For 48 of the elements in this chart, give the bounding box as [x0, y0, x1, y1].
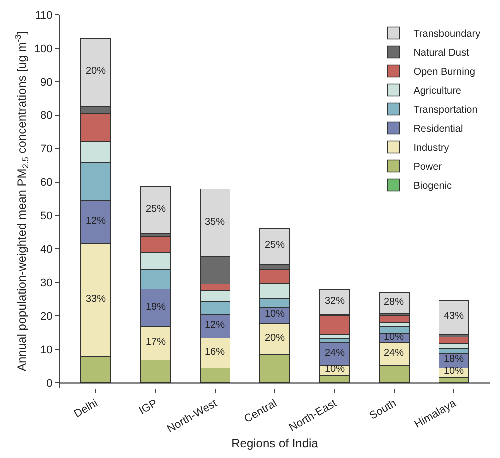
y-tick-label: 60 — [40, 177, 53, 190]
annotation: 35% — [205, 217, 226, 228]
legend-label: Residential — [414, 124, 464, 136]
annotation: 20% — [86, 66, 106, 77]
y-tick-label: 20 — [40, 310, 53, 323]
y-tick-label: 110 — [35, 10, 53, 22]
legend-label: Industry — [414, 143, 450, 154]
annotation: 43% — [444, 311, 464, 322]
annotation: 12% — [86, 216, 106, 227]
annotation: 28% — [384, 297, 404, 308]
annotation: 17% — [146, 337, 166, 348]
x-tick-label: Delhi — [72, 398, 100, 421]
annotation: 25% — [146, 204, 166, 215]
legend-label: Transboundary — [414, 29, 481, 40]
annotation: 10% — [265, 309, 286, 320]
annotation: 19% — [146, 302, 166, 313]
annotation: 24% — [325, 348, 346, 359]
y-tick-label: 70 — [40, 144, 53, 156]
y-tick-label: 40 — [40, 244, 53, 256]
annotation: 33% — [86, 294, 106, 305]
x-tick-label: IGP — [137, 398, 160, 418]
legend-label: Agriculture — [414, 86, 462, 98]
annotation: 10% — [444, 366, 464, 377]
x-axis-title: Regions of India — [232, 436, 319, 450]
bar — [140, 186, 171, 235]
legend-label: Transportation — [414, 105, 478, 116]
annotation: 10% — [384, 332, 404, 343]
annotation: 32% — [325, 296, 346, 307]
annotation: 16% — [205, 347, 226, 358]
legend-label: Open Burning — [414, 67, 476, 78]
y-tick-label: 80 — [40, 110, 53, 122]
annotation: 12% — [205, 320, 226, 331]
x-tick-label: South — [368, 398, 399, 422]
y-tick-label: 0 — [46, 378, 53, 390]
annotation: 25% — [265, 240, 286, 251]
bar — [438, 300, 470, 336]
legend-label: Power — [414, 162, 443, 174]
y-tick-label: 100 — [34, 43, 53, 56]
annotation: 10% — [325, 364, 346, 375]
annotation: 20% — [265, 333, 286, 344]
legend-label: Biogenic — [414, 181, 452, 192]
legend-label: Natural Dust — [414, 48, 470, 60]
y-tick-label: 50 — [40, 210, 53, 223]
y-tick-label: 10 — [40, 344, 53, 356]
annotation: 18% — [444, 354, 464, 365]
y-tick-label: 90 — [40, 76, 53, 89]
y-tick-label: 30 — [40, 277, 53, 290]
annotation: 24% — [384, 348, 404, 359]
